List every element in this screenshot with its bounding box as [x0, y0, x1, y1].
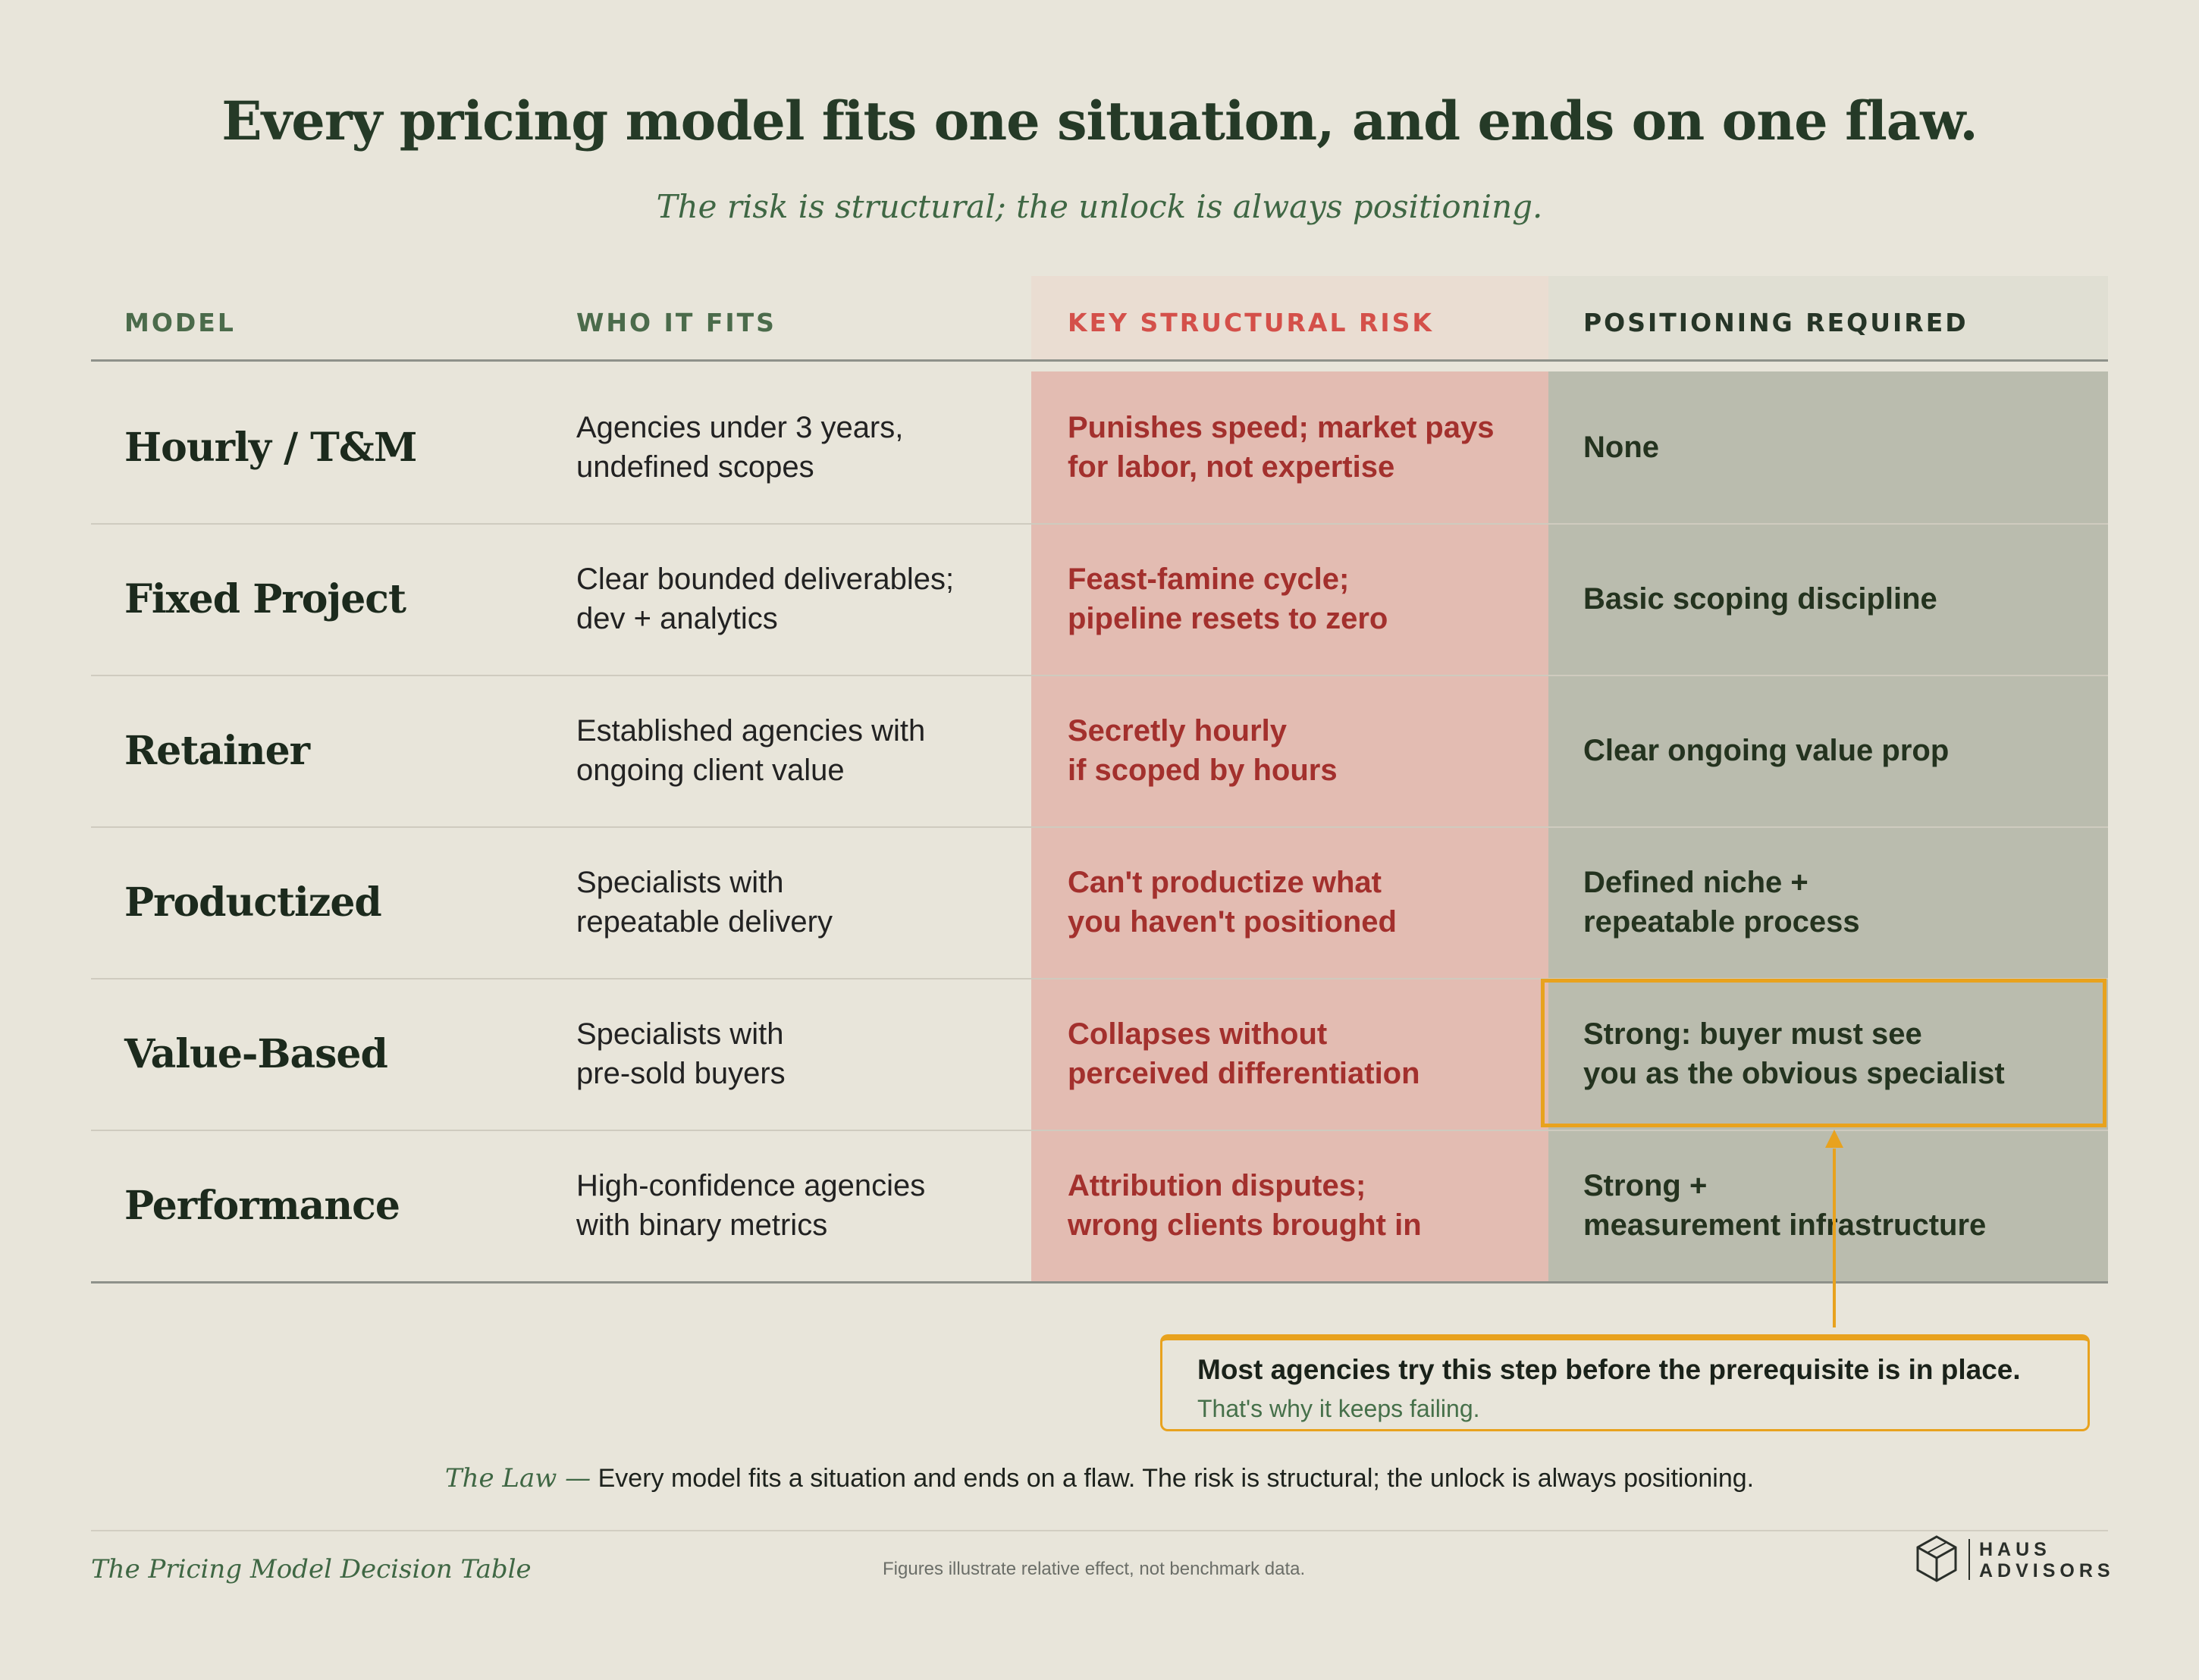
- model-name: Value-Based: [124, 1030, 388, 1077]
- table-row-highlighted: Value-Based Specialists with pre-sold bu…: [91, 978, 2108, 1130]
- who-it-fits-cell: High-confidence agencies with binary met…: [576, 1130, 1016, 1281]
- table-row: Performance High-confidence agencies wit…: [91, 1130, 2108, 1281]
- model-name: Productized: [124, 879, 382, 926]
- callout-connector: [1833, 1149, 1836, 1327]
- risk-cell: Secretly hourly if scoped by hours: [1068, 675, 1538, 826]
- risk-text: Feast-famine cycle; pipeline resets to z…: [1068, 563, 1388, 635]
- table-row: Retainer Established agencies with ongoi…: [91, 675, 2108, 826]
- positioning-cell: Defined niche + repeatable process: [1583, 826, 2099, 978]
- row-divider: [91, 675, 2108, 676]
- who-it-fits-text: Specialists with repeatable delivery: [576, 866, 833, 939]
- logo-line-2: ADVISORS: [1979, 1560, 2115, 1581]
- positioning-text: Strong + measurement infrastructure: [1583, 1169, 1987, 1242]
- positioning-cell: Strong + measurement infrastructure: [1583, 1130, 2099, 1281]
- table-row: Hourly / T&M Agencies under 3 years, und…: [91, 371, 2108, 523]
- who-it-fits-text: Established agencies with ongoing client…: [576, 714, 926, 787]
- positioning-text: Strong: buyer must see you as the obviou…: [1583, 1017, 2005, 1090]
- law-statement: The Law — Every model fits a situation a…: [0, 1463, 2199, 1494]
- callout-box: Most agencies try this step before the p…: [1160, 1334, 2090, 1431]
- who-it-fits-cell: Clear bounded deliverables; dev + analyt…: [576, 523, 1016, 675]
- who-it-fits-cell: Specialists with repeatable delivery: [576, 826, 1016, 978]
- column-header-model: MODEL: [124, 308, 236, 337]
- model-name: Performance: [124, 1182, 400, 1229]
- positioning-text: Clear ongoing value prop: [1583, 734, 1950, 767]
- risk-cell: Can't productize what you haven't positi…: [1068, 826, 1538, 978]
- logo-line-1: HAUS: [1979, 1539, 2051, 1560]
- positioning-text: None: [1583, 431, 1659, 464]
- positioning-cell: Clear ongoing value prop: [1583, 675, 2099, 826]
- brand-logo: HAUS ADVISORS: [1915, 1534, 2110, 1583]
- who-it-fits-text: Clear bounded deliverables; dev + analyt…: [576, 563, 955, 635]
- column-header-risk: KEY STRUCTURAL RISK: [1068, 308, 1435, 337]
- risk-cell: Feast-famine cycle; pipeline resets to z…: [1068, 523, 1538, 675]
- positioning-cell: None: [1583, 371, 2099, 523]
- positioning-text: Defined niche + repeatable process: [1583, 866, 1860, 939]
- column-header-who-it-fits: WHO IT FITS: [576, 308, 776, 337]
- column-header-positioning: POSITIONING REQUIRED: [1583, 308, 1968, 337]
- page-subtitle: The risk is structural; the unlock is al…: [656, 188, 1543, 225]
- callout-title: Most agencies try this step before the p…: [1197, 1354, 2021, 1385]
- table-row: Productized Specialists with repeatable …: [91, 826, 2108, 978]
- row-divider: [91, 826, 2108, 828]
- positioning-cell: Basic scoping discipline: [1583, 523, 2099, 675]
- who-it-fits-text: High-confidence agencies with binary met…: [576, 1169, 926, 1242]
- highlight-box: [1541, 979, 2106, 1127]
- row-divider: [91, 978, 2108, 979]
- risk-cell: Collapses without perceived differentiat…: [1068, 978, 1538, 1130]
- risk-cell: Attribution disputes; wrong clients brou…: [1068, 1130, 1538, 1281]
- page-title: Every pricing model fits one situation, …: [221, 89, 1978, 152]
- header-divider: [91, 359, 2108, 362]
- risk-cell: Punishes speed; market pays for labor, n…: [1068, 371, 1538, 523]
- positioning-header-band: [1548, 276, 2108, 359]
- positioning-text: Basic scoping discipline: [1583, 582, 1937, 616]
- who-it-fits-cell: Agencies under 3 years, undefined scopes: [576, 371, 1016, 523]
- law-label: The Law —: [444, 1463, 591, 1494]
- footer-note: Figures illustrate relative effect, not …: [883, 1559, 1306, 1579]
- risk-text: Punishes speed; market pays for labor, n…: [1068, 411, 1495, 484]
- row-divider: [91, 1130, 2108, 1131]
- model-name: Fixed Project: [124, 575, 406, 622]
- risk-header-band: [1031, 276, 1548, 359]
- hexagon-cube-icon: [1916, 1535, 1957, 1582]
- risk-text: Attribution disputes; wrong clients brou…: [1068, 1169, 1422, 1242]
- positioning-cell: Strong: buyer must see you as the obviou…: [1583, 978, 2099, 1130]
- table-bottom-border: [91, 1281, 2108, 1284]
- logo-wordmark: HAUS ADVISORS: [1979, 1539, 2115, 1581]
- risk-text: Secretly hourly if scoped by hours: [1068, 714, 1338, 787]
- footer-divider: [91, 1530, 2108, 1531]
- who-it-fits-text: Specialists with pre-sold buyers: [576, 1017, 786, 1090]
- arrow-up-icon: [1825, 1130, 1843, 1148]
- table-row: Fixed Project Clear bounded deliverables…: [91, 523, 2108, 675]
- risk-text: Collapses without perceived differentiat…: [1068, 1017, 1420, 1090]
- who-it-fits-text: Agencies under 3 years, undefined scopes: [576, 411, 904, 484]
- who-it-fits-cell: Established agencies with ongoing client…: [576, 675, 1016, 826]
- risk-text: Can't productize what you haven't positi…: [1068, 866, 1397, 939]
- row-divider: [91, 523, 2108, 525]
- model-name: Hourly / T&M: [124, 424, 417, 471]
- callout-subtitle: That's why it keeps failing.: [1197, 1395, 1480, 1422]
- pricing-table: MODEL WHO IT FITS KEY STRUCTURAL RISK PO…: [91, 276, 2108, 1284]
- logo-divider: [1968, 1539, 1970, 1580]
- footer-title: The Pricing Model Decision Table: [91, 1554, 532, 1584]
- who-it-fits-cell: Specialists with pre-sold buyers: [576, 978, 1016, 1130]
- model-name: Retainer: [124, 727, 310, 774]
- law-text: Every model fits a situation and ends on…: [598, 1464, 1755, 1493]
